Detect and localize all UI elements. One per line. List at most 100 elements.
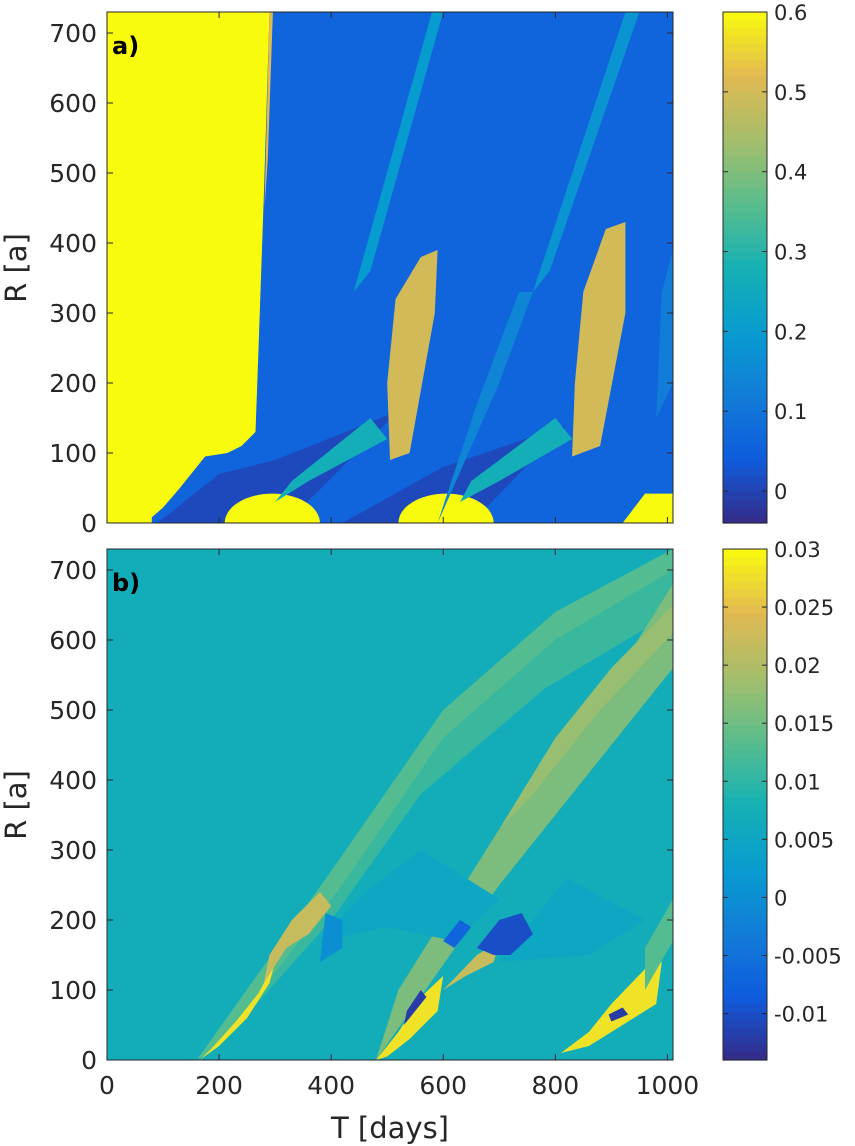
colorbar-segment [723,892,767,901]
heatmap-region [320,913,343,962]
heatmap-region [622,493,673,523]
colorbar-segment [723,115,767,125]
panel-b-x-axis-label: T [days] [330,1111,449,1145]
heatmap-region [476,913,533,955]
x-tick-label: 0 [99,1071,115,1100]
x-tick-label: 1000 [636,1071,700,1100]
colorbar-segment [723,27,767,37]
colorbar-segment [723,652,767,662]
colorbar-segment [723,355,767,364]
heatmap-region [460,418,573,502]
colorbar-segment [723,99,767,109]
colorbar-tick-label: -0.005 [774,944,842,968]
colorbar-segment [723,996,767,1005]
colorbar-segment [723,395,767,404]
colorbar-segment [723,884,767,893]
heatmap-region [376,976,444,1060]
panel-b-colorbar: -0.01 -0.005 0 0.005 0.01 0.015 0.02 0.025 0.03 [722,538,842,1061]
colorbar-segment [723,179,767,189]
panel-a-label: a) [112,32,139,60]
colorbar-segment [723,932,767,941]
heatmap-region [404,990,427,1025]
colorbar-segment [723,331,767,340]
colorbar-segment [723,724,767,734]
colorbar-tick-label: 0.3 [774,241,807,265]
colorbar-segment [723,796,767,806]
colorbar-segment [723,924,767,933]
colorbar-segment [723,315,767,324]
colorbar-segment [723,363,767,372]
colorbar-segment [723,251,767,261]
heatmap-region [387,250,438,460]
colorbar-segment [723,219,767,229]
colorbar-segment [723,1020,767,1029]
heatmap-region [264,12,273,208]
heatmap-region [532,12,640,292]
colorbar-tick-label: 0.6 [774,1,807,25]
y-tick-label: 500 [49,696,97,725]
colorbar-frame [722,11,768,524]
panel-b: 0 100 200 300 400 500 600 700 0 200 400 600 800 1000… [0,538,842,1145]
colorbar-segment [723,596,767,606]
colorbar-segment [723,163,767,173]
colorbar-segment [723,636,767,646]
colorbar-segment [723,1044,767,1053]
heatmap-region [219,570,673,1046]
colorbar-segment [723,1036,767,1045]
panel-a-axes-box [106,11,674,524]
colorbar-segment [723,67,767,77]
panel-a-heatmap [107,12,673,523]
colorbar-segment [723,379,767,388]
colorbar-segment [723,556,767,566]
panel-b-y-ticks: 0 100 200 300 400 500 600 700 [49,556,673,1075]
colorbar-segment [723,572,767,582]
colorbar-segment [723,35,767,45]
colorbar-segment [723,988,767,997]
colorbar-segment [723,371,767,380]
colorbar-segment [723,283,767,293]
colorbar-segment [723,59,767,69]
colorbar-segment [723,732,767,742]
colorbar-segment [723,940,767,949]
colorbar-segment [723,139,767,149]
x-tick-label: 800 [531,1071,579,1100]
colorbar-segment [723,51,767,61]
panel-a-y-ticks: 0 100 200 300 400 500 600 700 [49,12,673,538]
colorbar-segment [723,700,767,710]
colorbar-segment [723,475,767,484]
colorbar-segment [723,123,767,133]
colorbar-segment [723,740,767,750]
y-tick-label: 700 [49,19,97,48]
colorbar-segment [723,171,767,181]
colorbar-segment [723,147,767,157]
y-tick-label: 100 [49,439,97,468]
colorbar-segment [723,259,767,269]
colorbar-segment [723,820,767,830]
colorbar-segment [723,419,767,428]
y-tick-label: 0 [81,1046,97,1075]
colorbar-segment [723,1004,767,1013]
colorbar-segment [723,387,767,396]
colorbar-segment [723,131,767,141]
colorbar-tick-label: 0.5 [774,81,807,105]
heatmap-region [275,418,388,502]
panel-b-heatmap [196,549,673,1060]
colorbar-segment [723,499,767,508]
panel-b-axes-box [106,548,674,1061]
colorbar-tick-label: 0.4 [774,161,807,185]
colorbar-segment [723,612,767,622]
y-tick-label: 100 [49,976,97,1005]
colorbar-segment [723,780,767,790]
colorbar-segment [723,716,767,726]
colorbar-segment [723,459,767,468]
heatmap-region [499,878,645,962]
colorbar-segment [723,828,767,838]
colorbar-segment [723,549,767,558]
colorbar-segment [723,708,767,718]
colorbar-segment [723,451,767,460]
colorbar-segment [723,43,767,53]
y-tick-label: 400 [49,766,97,795]
colorbar-segment [723,91,767,101]
colorbar-segment [723,195,767,205]
